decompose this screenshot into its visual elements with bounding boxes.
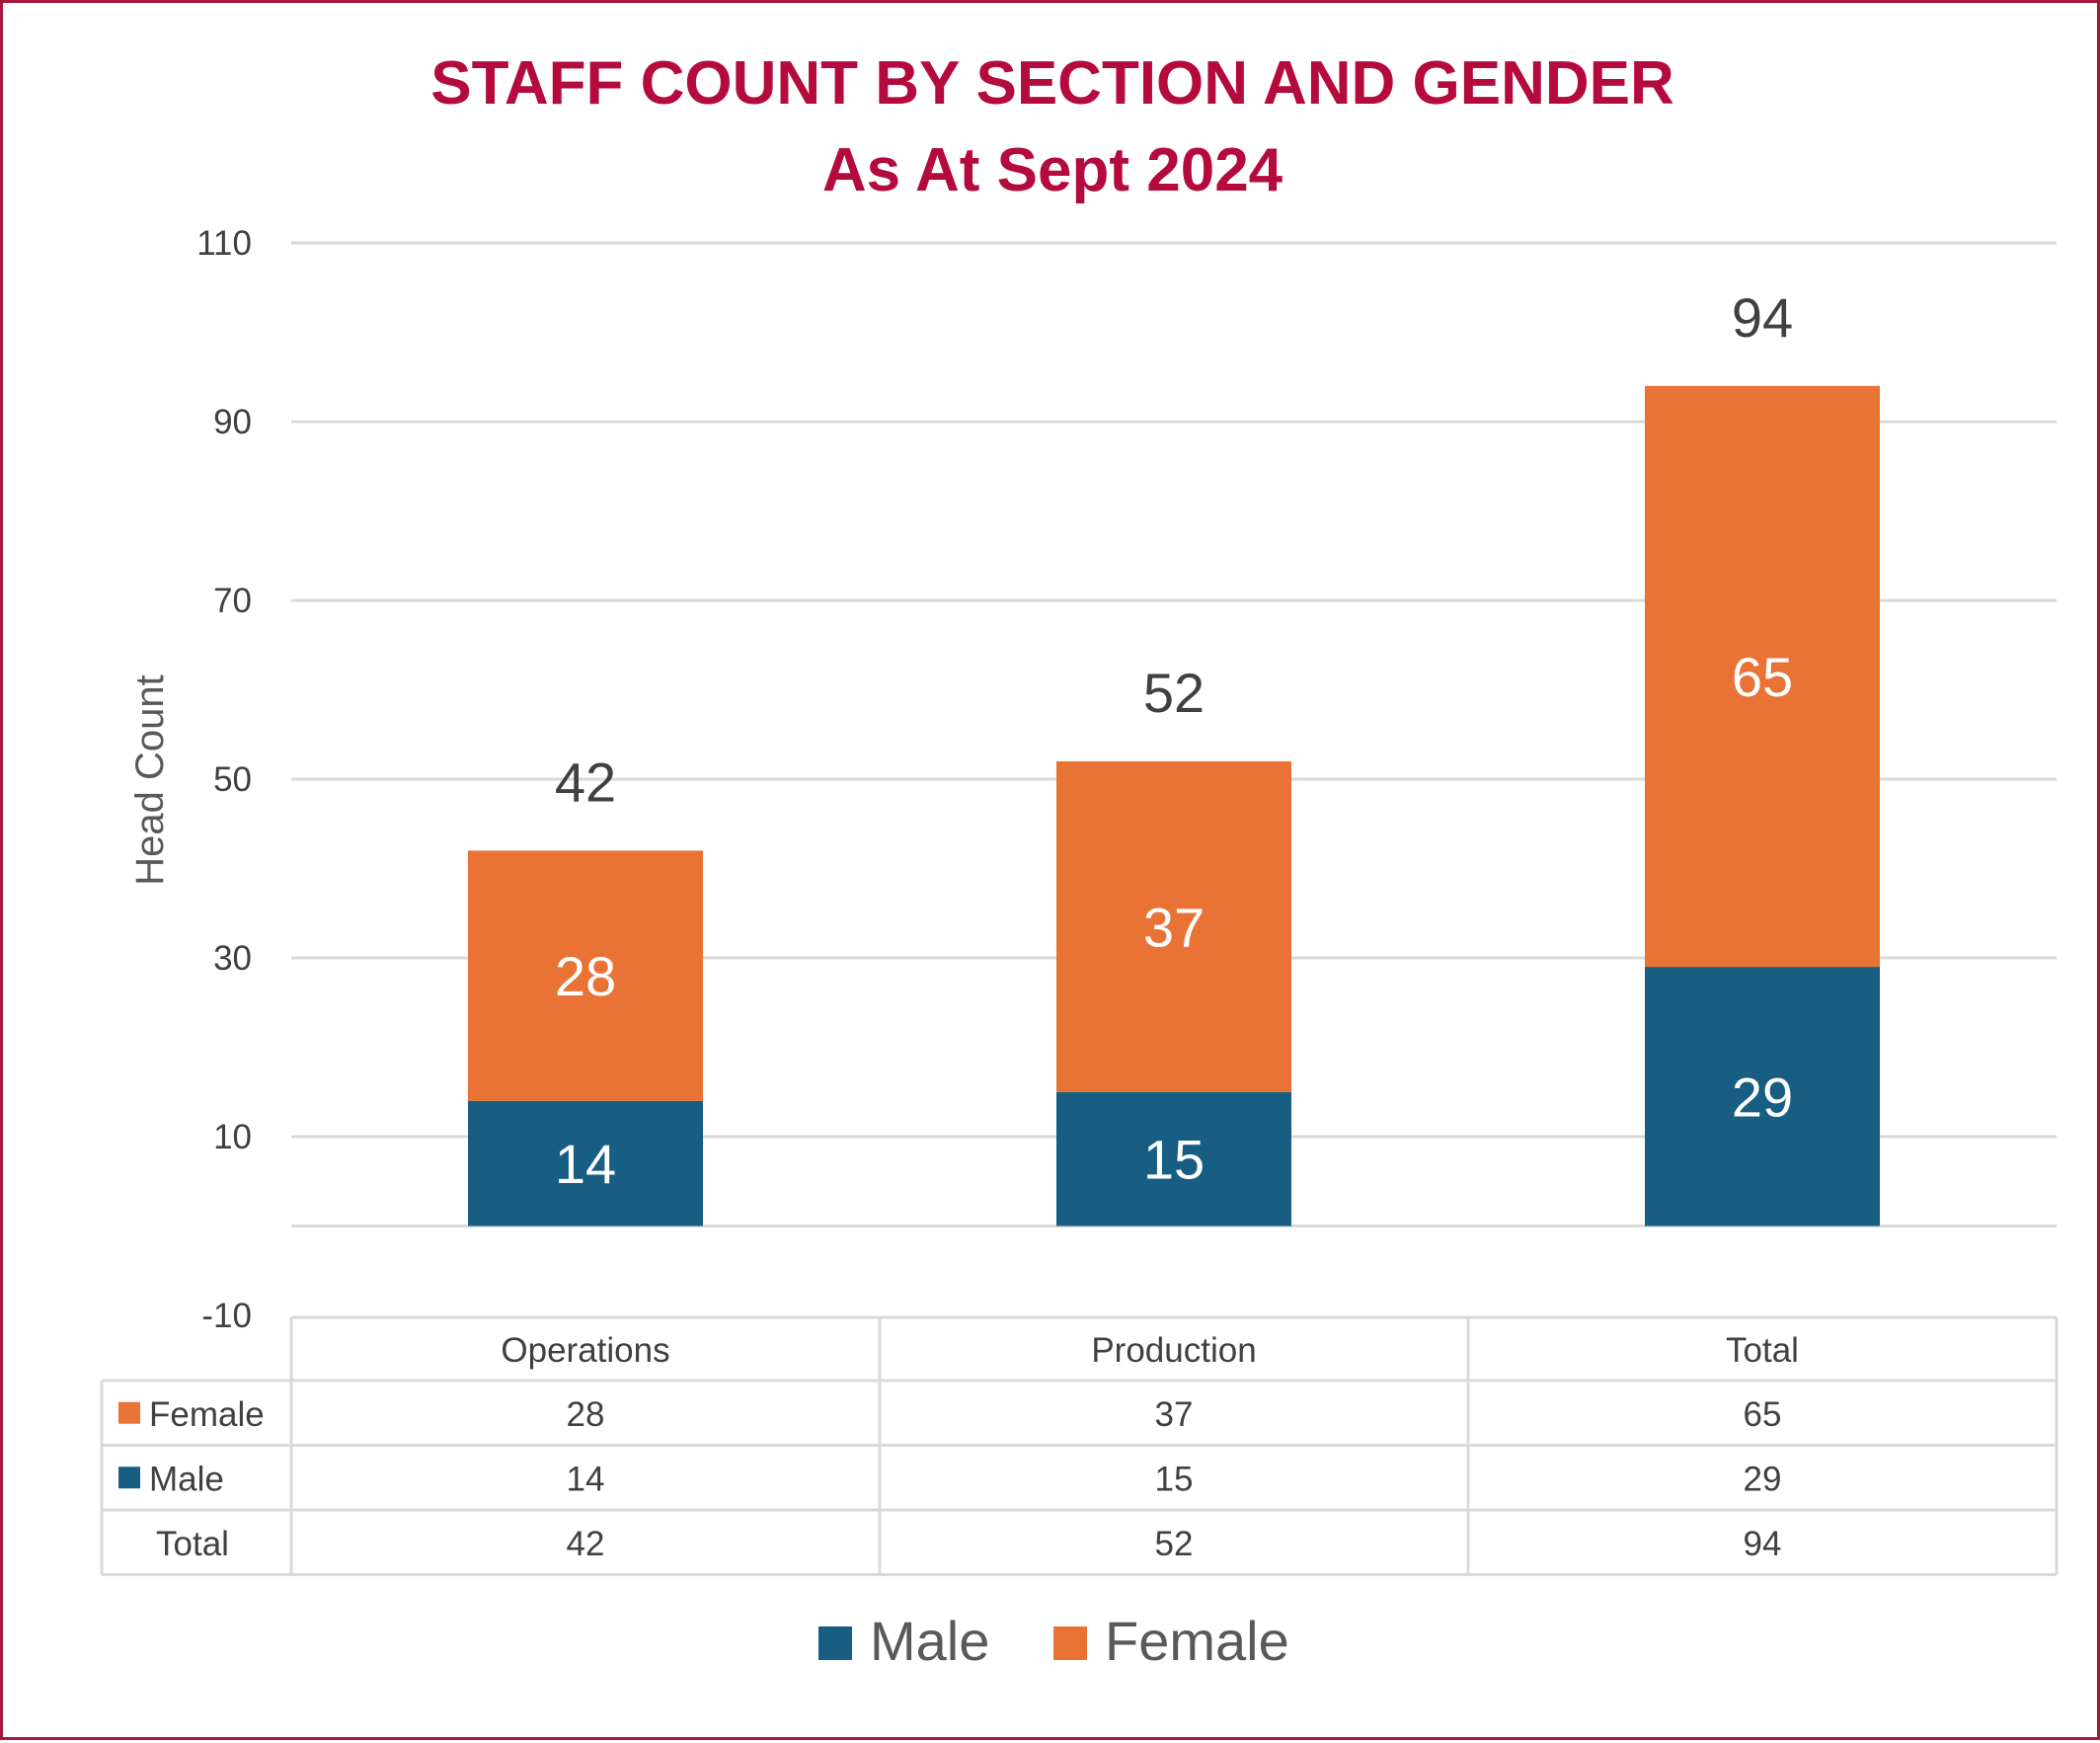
table-row-label-male: Male xyxy=(149,1460,224,1498)
y-tick-label: -10 xyxy=(201,1297,252,1335)
table-cell-total-production: 52 xyxy=(1155,1525,1194,1563)
y-axis-ticks: 110 90 70 50 30 10 -10 xyxy=(196,224,252,1335)
legend-swatch-female xyxy=(1053,1626,1087,1660)
table-key-male xyxy=(118,1466,140,1489)
bar-female-total xyxy=(1645,385,1880,968)
y-tick-label: 10 xyxy=(213,1118,252,1156)
y-tick-label: 30 xyxy=(213,939,252,978)
table-cell-female-operations: 28 xyxy=(567,1395,605,1434)
total-label-operations: 42 xyxy=(555,751,616,813)
data-label-female-operations: 28 xyxy=(555,945,616,1007)
table-cell-male-total: 29 xyxy=(1744,1460,1782,1498)
table-cell-male-production: 15 xyxy=(1155,1460,1194,1498)
chart-subtitle: As At Sept 2024 xyxy=(822,136,1283,204)
y-tick-label: 50 xyxy=(213,760,252,799)
bar-female-operations xyxy=(468,850,703,1101)
legend-swatch-male xyxy=(818,1626,852,1660)
table-cell-total-operations: 42 xyxy=(567,1525,605,1563)
legend: Male Female xyxy=(818,1610,1289,1672)
y-tick-label: 90 xyxy=(213,403,252,441)
bars: 14 28 42 15 37 52 29 65 94 xyxy=(468,286,1880,1227)
data-label-female-production: 37 xyxy=(1143,896,1205,958)
data-label-female-total: 65 xyxy=(1732,646,1793,708)
data-label-male-production: 15 xyxy=(1143,1129,1205,1191)
legend-label-female: Female xyxy=(1105,1610,1289,1672)
bar-female-production xyxy=(1056,760,1291,1092)
total-label-production: 52 xyxy=(1143,662,1205,724)
chart-title: STAFF COUNT BY SECTION AND GENDER xyxy=(430,49,1674,118)
stacked-bar-chart: STAFF COUNT BY SECTION AND GENDER As At … xyxy=(100,49,2059,1672)
table-cell-male-operations: 14 xyxy=(567,1460,605,1498)
table-cell-total-total: 94 xyxy=(1744,1525,1782,1563)
bar-male-production xyxy=(1056,1091,1291,1227)
table-row-label-total: Total xyxy=(156,1525,229,1563)
data-label-male-operations: 14 xyxy=(555,1133,616,1195)
bar-male-total xyxy=(1645,967,1880,1227)
table-row-label-female: Female xyxy=(149,1395,265,1434)
x-category-label-production: Production xyxy=(1091,1331,1256,1370)
y-tick-label: 110 xyxy=(196,224,252,263)
y-axis-label: Head Count xyxy=(128,674,172,885)
table-key-female xyxy=(118,1401,140,1424)
total-label-total: 94 xyxy=(1732,286,1793,349)
y-tick-label: 70 xyxy=(213,582,252,620)
data-label-male-total: 29 xyxy=(1732,1066,1793,1128)
table-cell-female-production: 37 xyxy=(1155,1395,1194,1434)
x-category-label-total: Total xyxy=(1726,1331,1799,1370)
bar-male-operations xyxy=(468,1100,703,1227)
legend-label-male: Male xyxy=(870,1610,989,1672)
x-category-label-operations: Operations xyxy=(501,1331,669,1370)
data-table: Operations Production Total Female 28 37 65 Mal… xyxy=(100,1315,2059,1576)
table-cell-female-total: 65 xyxy=(1744,1395,1782,1434)
